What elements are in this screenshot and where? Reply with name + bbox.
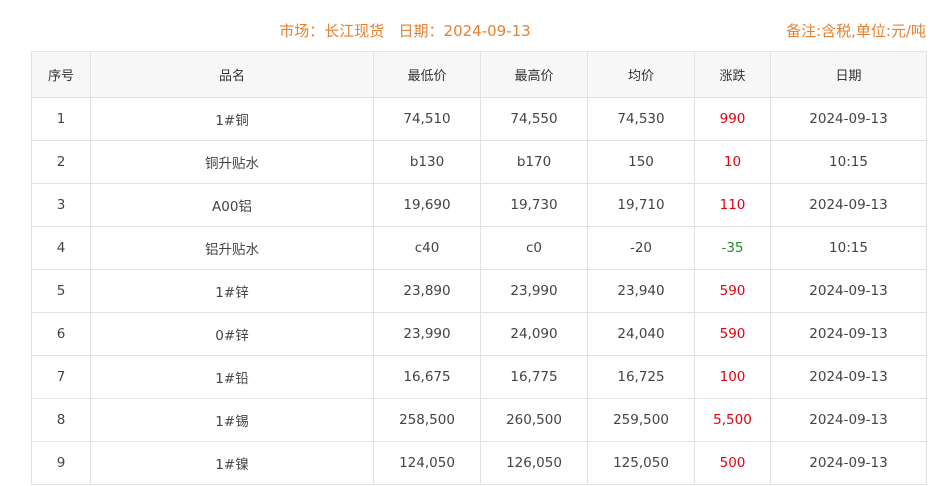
table-cell: 9 — [31, 441, 91, 485]
table-cell: 74,530 — [587, 97, 695, 141]
table-cell: 23,990 — [480, 269, 588, 313]
table-cell: 24,040 — [587, 312, 695, 356]
table-cell: 500 — [694, 441, 771, 485]
table-cell: 258,500 — [373, 398, 481, 442]
column-header: 涨跌 — [694, 51, 771, 98]
price-table: 序号 品名 最低价 最高价 均价 涨跌 日期 1 1#铜 74,510 74,550 74,530 9… — [31, 51, 927, 485]
table-cell: 23,940 — [587, 269, 695, 313]
table-cell: 590 — [694, 269, 771, 313]
table-cell: 4 — [31, 226, 91, 270]
table-row: 1 1#铜 74,510 74,550 74,530 990 2024-09-13 — [31, 97, 927, 141]
table-cell: 10:15 — [770, 226, 927, 270]
table-cell: 1#锌 — [90, 269, 374, 313]
table-cell: 2024-09-13 — [770, 441, 927, 485]
column-header: 均价 — [587, 51, 695, 98]
table-row: 8 1#锡 258,500 260,500 259,500 5,500 2024-09-13 — [31, 398, 927, 442]
table-cell: b170 — [480, 140, 588, 184]
table-cell: 16,775 — [480, 355, 588, 399]
table-row: 7 1#铅 16,675 16,775 16,725 100 2024-09-13 — [31, 355, 927, 399]
table-cell: 590 — [694, 312, 771, 356]
table-cell: 铜升贴水 — [90, 140, 374, 184]
table-cell: 16,725 — [587, 355, 695, 399]
table-cell: 铝升贴水 — [90, 226, 374, 270]
table-cell: 126,050 — [480, 441, 588, 485]
table-row: 5 1#锌 23,890 23,990 23,940 590 2024-09-13 — [31, 269, 927, 313]
table-cell: 2024-09-13 — [770, 183, 927, 227]
table-row: 2 铜升贴水 b130 b170 150 10 10:15 — [31, 140, 927, 184]
table-cell: 150 — [587, 140, 695, 184]
table-cell: 16,675 — [373, 355, 481, 399]
table-cell: 74,550 — [480, 97, 588, 141]
table-cell: 1#铅 — [90, 355, 374, 399]
table-cell: 8 — [31, 398, 91, 442]
table-cell: 2024-09-13 — [770, 355, 927, 399]
table-cell: 19,710 — [587, 183, 695, 227]
column-header: 序号 — [31, 51, 91, 98]
table-cell: c0 — [480, 226, 588, 270]
table-cell: 1#铜 — [90, 97, 374, 141]
market-title: 市场：长江现货 日期：2024-09-13 — [279, 22, 531, 40]
table-row: 6 0#锌 23,990 24,090 24,040 590 2024-09-13 — [31, 312, 927, 356]
table-row: 4 铝升贴水 c40 c0 -20 -35 10:15 — [31, 226, 927, 270]
table-row: 9 1#镍 124,050 126,050 125,050 500 2024-09-13 — [31, 441, 927, 485]
table-cell: 2 — [31, 140, 91, 184]
table-cell: -35 — [694, 226, 771, 270]
table-cell: 23,890 — [373, 269, 481, 313]
table-cell: 1#镍 — [90, 441, 374, 485]
table-cell: 2024-09-13 — [770, 97, 927, 141]
table-cell: 125,050 — [587, 441, 695, 485]
table-cell: 260,500 — [480, 398, 588, 442]
table-cell: b130 — [373, 140, 481, 184]
table-cell: c40 — [373, 226, 481, 270]
table-cell: 2024-09-13 — [770, 269, 927, 313]
table-cell: 6 — [31, 312, 91, 356]
table-cell: 5 — [31, 269, 91, 313]
table-row: 3 A00铝 19,690 19,730 19,710 110 2024-09-13 — [31, 183, 927, 227]
table-cell: 0#锌 — [90, 312, 374, 356]
unit-note: 备注:含税,单位:元/吨 — [786, 22, 926, 40]
table-cell: 2024-09-13 — [770, 398, 927, 442]
column-header: 最高价 — [480, 51, 588, 98]
table-cell: 23,990 — [373, 312, 481, 356]
table-cell: 2024-09-13 — [770, 312, 927, 356]
table-cell: 19,690 — [373, 183, 481, 227]
table-cell: 259,500 — [587, 398, 695, 442]
table-cell: 3 — [31, 183, 91, 227]
table-cell: 10 — [694, 140, 771, 184]
table-cell: 990 — [694, 97, 771, 141]
table-cell: 1 — [31, 97, 91, 141]
table-header-row: 序号 品名 最低价 最高价 均价 涨跌 日期 — [31, 51, 927, 98]
table-cell: 7 — [31, 355, 91, 399]
column-header: 品名 — [90, 51, 374, 98]
table-cell: 110 — [694, 183, 771, 227]
header: 市场：长江现货 日期：2024-09-13 备注:含税,单位:元/吨 — [0, 0, 946, 52]
table-cell: A00铝 — [90, 183, 374, 227]
table-cell: 74,510 — [373, 97, 481, 141]
table-cell: 24,090 — [480, 312, 588, 356]
column-header: 日期 — [770, 51, 927, 98]
table-cell: 124,050 — [373, 441, 481, 485]
table-cell: 10:15 — [770, 140, 927, 184]
table-cell: 5,500 — [694, 398, 771, 442]
table-cell: 19,730 — [480, 183, 588, 227]
column-header: 最低价 — [373, 51, 481, 98]
table-cell: -20 — [587, 226, 695, 270]
table-cell: 100 — [694, 355, 771, 399]
table-cell: 1#锡 — [90, 398, 374, 442]
